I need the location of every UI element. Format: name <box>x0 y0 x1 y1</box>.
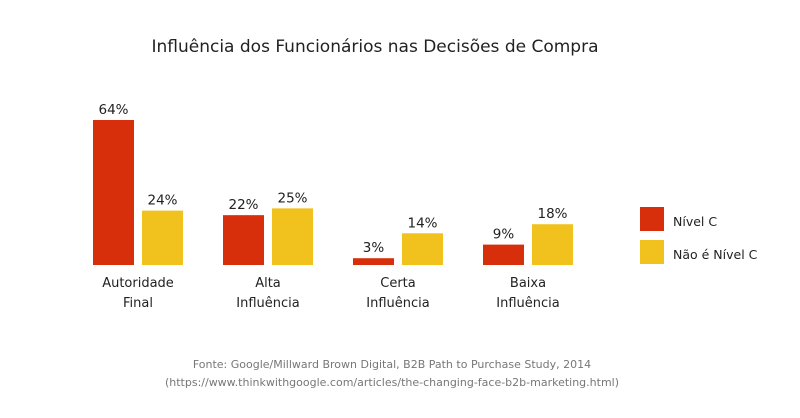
legend-swatch <box>640 207 664 231</box>
bar-nao-nivel-c <box>142 210 183 265</box>
legend: Nível C Não é Nível C <box>640 207 758 264</box>
legend-label: Não é Nível C <box>673 247 758 262</box>
bar-group: 22% 25% Alta Influência <box>223 190 313 311</box>
data-label: 24% <box>147 193 177 209</box>
category-label: Influência <box>496 296 559 311</box>
bar-nivel-c <box>483 244 524 265</box>
category-label: Influência <box>366 296 429 311</box>
source-line-2: (https://www.thinkwithgoogle.com/article… <box>165 376 619 389</box>
category-label: Alta <box>255 276 281 291</box>
category-label: Baixa <box>510 276 546 291</box>
bar-nao-nivel-c <box>402 233 443 265</box>
bar-group: 3% 14% Certa Influência <box>353 215 443 311</box>
bar-group: 64% 24% Autoridade Final <box>93 102 183 311</box>
data-label: 22% <box>228 197 258 213</box>
data-label: 14% <box>407 215 437 231</box>
legend-swatch <box>640 240 664 264</box>
bar-nao-nivel-c <box>272 208 313 265</box>
bars-layer: 64% 24% Autoridade Final 22% 25% Alta Influênci… <box>93 102 573 311</box>
bar-nivel-c <box>93 120 134 265</box>
data-label: 3% <box>363 240 385 256</box>
bar-nivel-c <box>353 258 394 265</box>
category-label: Influência <box>236 296 299 311</box>
data-label: 9% <box>493 227 515 243</box>
data-label: 64% <box>98 102 128 118</box>
source-line-1: Fonte: Google/Millward Brown Digital, B2… <box>193 358 591 371</box>
category-label: Certa <box>380 276 415 291</box>
category-label: Final <box>123 296 153 311</box>
category-label: Autoridade <box>102 276 174 291</box>
chart-title: Influência dos Funcionários nas Decisões… <box>151 37 598 57</box>
legend-item: Nível C <box>640 207 717 231</box>
legend-item: Não é Nível C <box>640 240 758 264</box>
bar-nivel-c <box>223 215 264 265</box>
legend-label: Nível C <box>673 214 717 229</box>
bar-group: 9% 18% Baixa Influência <box>483 206 573 311</box>
bar-nao-nivel-c <box>532 224 573 265</box>
data-label: 18% <box>537 206 567 222</box>
data-label: 25% <box>277 190 307 206</box>
